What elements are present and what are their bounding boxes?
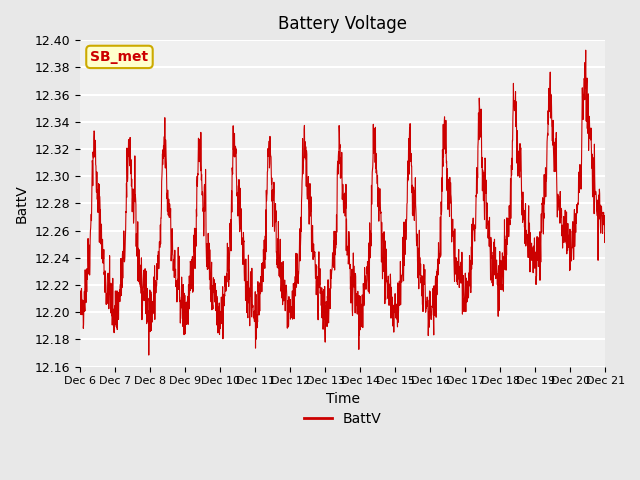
Legend: BattV: BattV — [298, 407, 387, 432]
Text: SB_met: SB_met — [90, 50, 148, 64]
Y-axis label: BattV: BattV — [15, 184, 29, 223]
X-axis label: Time: Time — [326, 392, 360, 406]
Title: Battery Voltage: Battery Voltage — [278, 15, 407, 33]
